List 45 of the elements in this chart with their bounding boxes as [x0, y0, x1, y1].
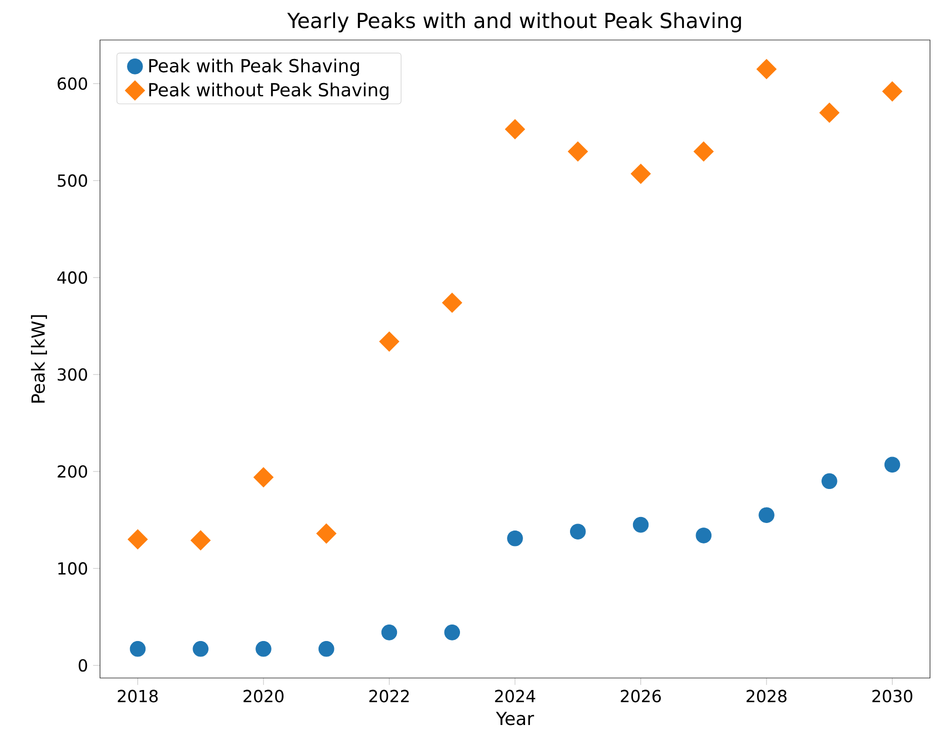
point [694, 141, 714, 162]
y-tick-label: 600 [58, 77, 88, 90]
point [256, 641, 272, 657]
point [190, 530, 211, 550]
point [318, 641, 334, 657]
x-tick-label: 2022 [369, 690, 409, 702]
y-axis-title: Peak [kW] [30, 315, 47, 403]
y-tick-label: 500 [58, 174, 88, 187]
point [632, 516, 649, 533]
point [570, 524, 586, 540]
y-tick-label: 400 [57, 271, 88, 284]
y-tick-label: 300 [58, 368, 88, 381]
point [253, 467, 274, 488]
point [442, 292, 462, 313]
y-tick-label: 100 [58, 562, 88, 575]
point [128, 529, 148, 550]
point [130, 641, 146, 657]
point [316, 523, 336, 544]
point [507, 530, 523, 546]
point [192, 641, 208, 657]
point [696, 528, 712, 544]
y-tick-label: 200 [58, 465, 88, 478]
x-tick-label: 2018 [118, 690, 158, 702]
x-tick-label: 2020 [244, 690, 284, 702]
chart-title: Yearly Peaks with and without Peak Shaving [287, 12, 741, 32]
point [819, 102, 840, 123]
point [822, 473, 838, 490]
x-tick-label: 2024 [495, 690, 536, 702]
point [756, 59, 777, 80]
point [381, 624, 398, 640]
x-tick-label: 2026 [620, 690, 661, 702]
x-tick-label: 2030 [872, 690, 912, 702]
point [882, 81, 902, 102]
legend-label: Peak without Peak Shaving [149, 82, 388, 100]
point [630, 164, 651, 184]
point [884, 456, 900, 473]
point [444, 624, 460, 640]
point [758, 507, 774, 523]
x-axis-title: Year [496, 712, 534, 726]
point [504, 119, 526, 140]
point [568, 141, 588, 162]
x-tick-label: 2028 [746, 690, 786, 702]
point [379, 331, 400, 352]
y-tick-label: 0 [78, 659, 88, 672]
legend-label: Peak with Peak Shaving [149, 58, 359, 76]
